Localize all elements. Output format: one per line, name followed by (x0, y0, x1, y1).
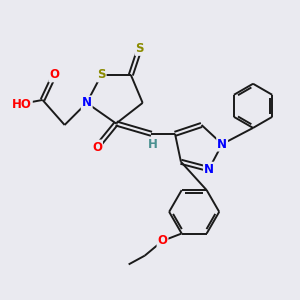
Text: N: N (82, 96, 92, 110)
Text: O: O (49, 68, 59, 81)
Text: N: N (204, 163, 214, 176)
Text: N: N (217, 138, 227, 151)
Text: S: S (135, 42, 144, 55)
Text: O: O (92, 141, 102, 154)
Text: HO: HO (12, 98, 32, 111)
Text: S: S (97, 68, 106, 81)
Text: H: H (148, 139, 158, 152)
Text: O: O (158, 234, 167, 248)
